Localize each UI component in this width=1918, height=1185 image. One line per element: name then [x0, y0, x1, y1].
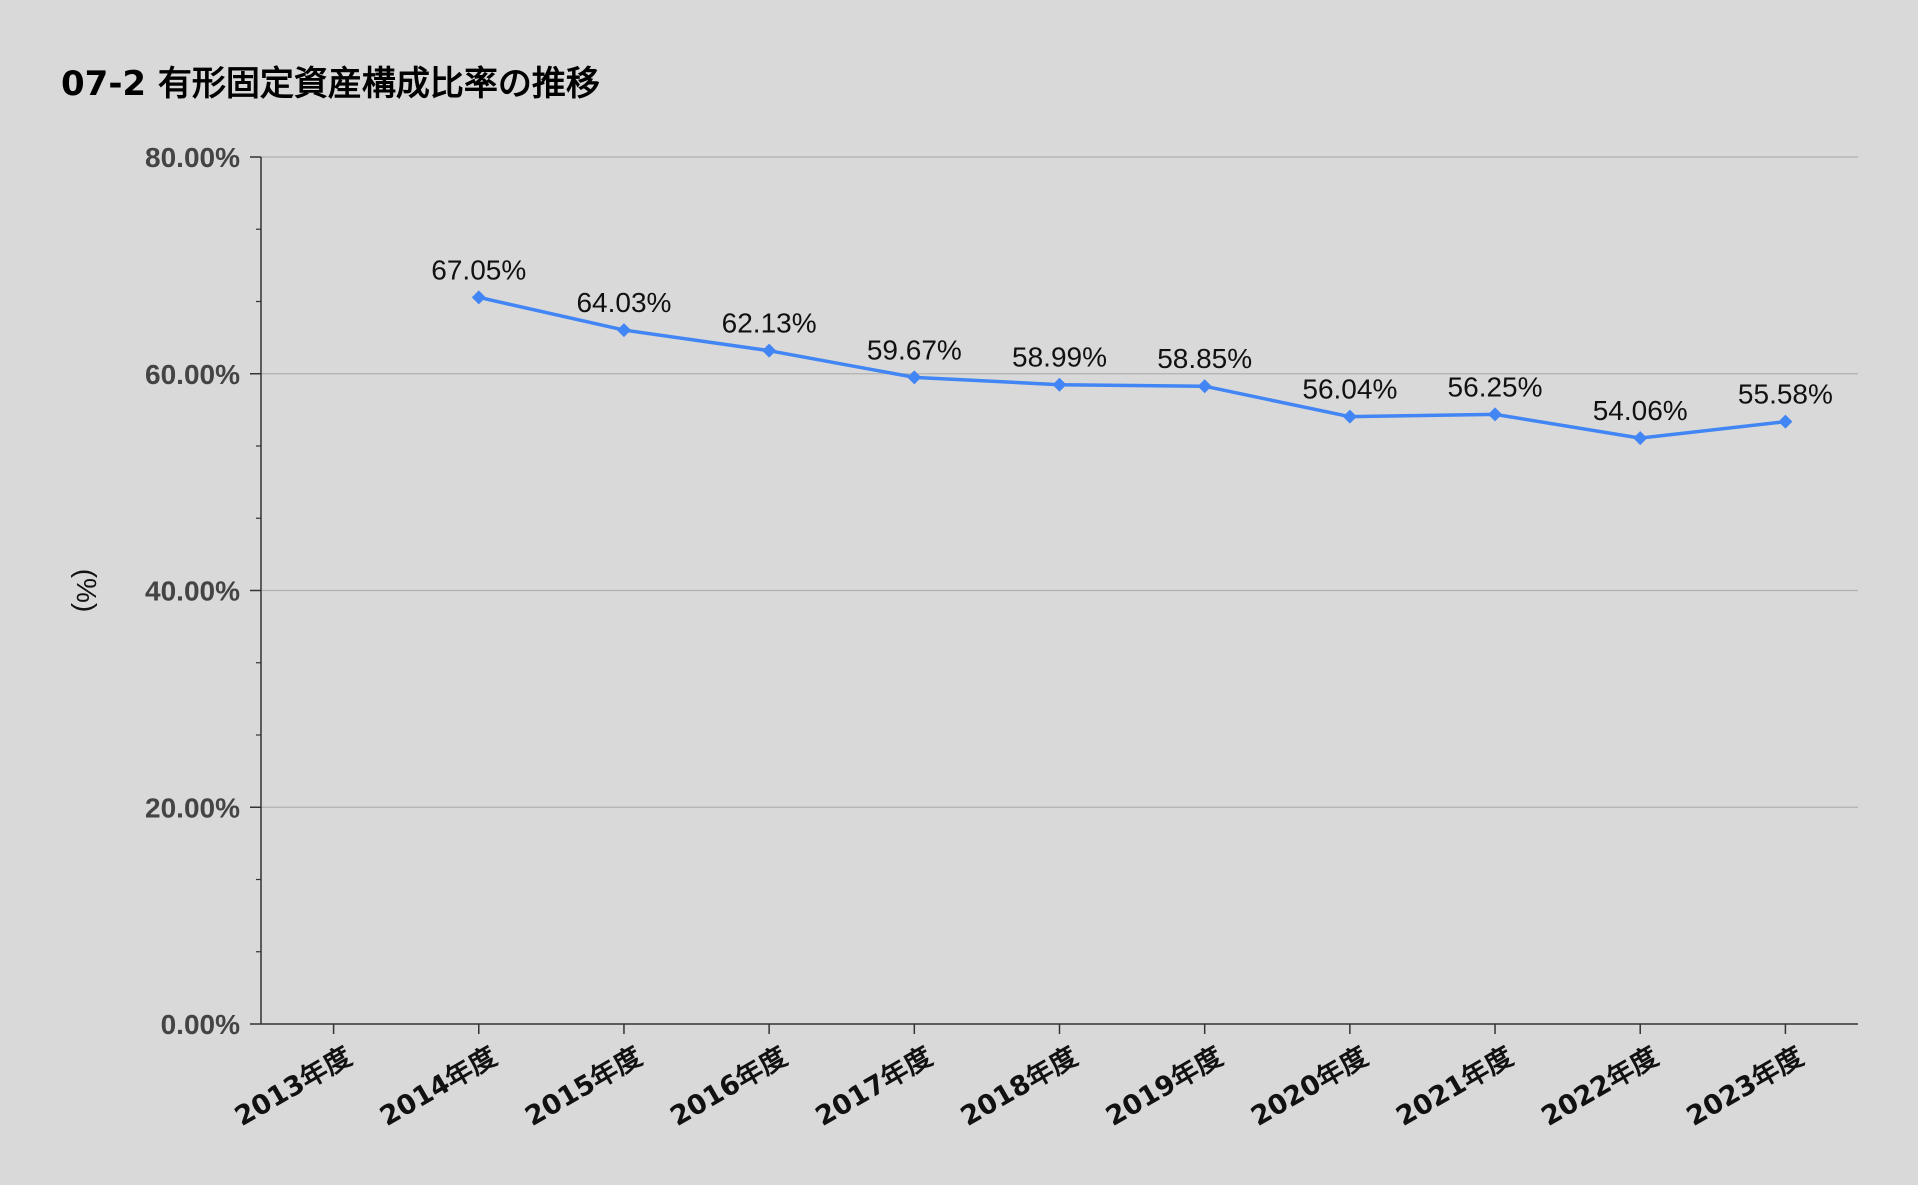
data-label: 67.05% — [431, 254, 526, 285]
x-tick-label: 2013年度 — [229, 1040, 357, 1132]
data-label: 54.06% — [1593, 395, 1688, 426]
data-point-marker — [1778, 414, 1793, 429]
data-point-marker — [471, 290, 486, 305]
y-tick-labels: 0.00% 20.00% 40.00% 60.00% 80.00% — [145, 142, 240, 1040]
x-tick-label: 2014年度 — [374, 1040, 502, 1132]
data-label: 59.67% — [867, 334, 962, 365]
x-tick-label: 2021年度 — [1391, 1040, 1519, 1132]
data-point-marker — [1633, 431, 1648, 446]
series-line — [478, 295, 1786, 440]
y-axis-label: (%) — [71, 569, 102, 613]
x-tick-label: 2020年度 — [1246, 1040, 1374, 1132]
axes — [250, 156, 1858, 1034]
x-tick-label: 2022年度 — [1536, 1040, 1664, 1132]
y-tick-label: 80.00% — [145, 142, 240, 173]
x-tick-label: 2023年度 — [1681, 1040, 1809, 1132]
x-tick-label: 2018年度 — [955, 1040, 1083, 1132]
data-label: 58.85% — [1157, 343, 1252, 374]
data-point-marker — [1488, 407, 1503, 422]
x-tick-label: 2019年度 — [1100, 1040, 1228, 1132]
data-point-marker — [1342, 409, 1357, 424]
data-label: 64.03% — [576, 287, 671, 318]
data-labels: 67.05% 64.03% 62.13% 59.67% 58.99% 58.85% 56.0… — [431, 254, 1833, 426]
data-point-marker — [616, 323, 631, 338]
data-markers — [471, 290, 1793, 446]
x-tick-label: 2015年度 — [520, 1040, 648, 1132]
data-point-marker — [1197, 379, 1212, 394]
data-label: 58.99% — [1012, 342, 1107, 373]
data-point-marker — [762, 343, 777, 358]
data-point-marker — [907, 370, 922, 385]
data-label: 56.04% — [1302, 374, 1397, 405]
series-line — [478, 295, 1786, 440]
y-tick-label: 60.00% — [145, 359, 240, 390]
y-tick-label: 20.00% — [145, 792, 240, 823]
chart-title: 07-2 有形固定資産構成比率の推移 — [61, 64, 600, 104]
data-label: 56.25% — [1448, 371, 1543, 402]
y-tick-label: 0.00% — [161, 1009, 240, 1040]
data-point-marker — [1052, 377, 1067, 392]
y-tick-label: 40.00% — [145, 576, 240, 607]
gridlines — [261, 156, 1858, 808]
x-tick-label: 2017年度 — [810, 1040, 938, 1132]
data-label: 62.13% — [722, 308, 817, 339]
data-label: 55.58% — [1738, 379, 1833, 410]
x-tick-label: 2016年度 — [665, 1040, 793, 1132]
x-tick-labels: 2013年度 2014年度 2015年度 2016年度 2017年度 2018年度 2019… — [229, 1040, 1809, 1132]
